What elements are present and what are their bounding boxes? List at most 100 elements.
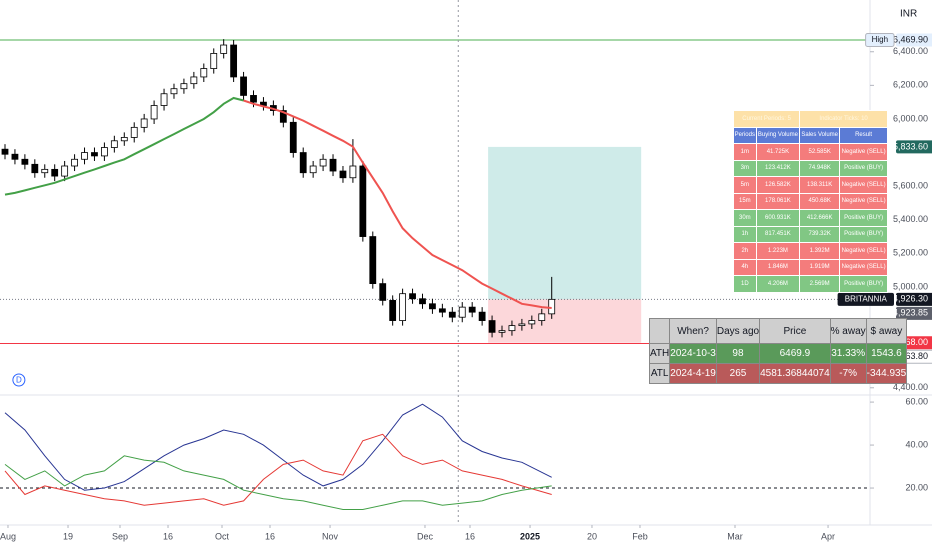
x-tick-label: 19 (63, 531, 73, 541)
table-row: Current Periods: 5 Indicator Ticks: 10 (732, 110, 888, 128)
candle-body (71, 158, 78, 167)
candle-body (429, 303, 436, 310)
x-tick-label: Sep (112, 531, 128, 541)
table-cell: 2h (733, 242, 757, 260)
extremes-table: When? Days ago Price% away $ away ATH 2024-10… (648, 318, 908, 384)
candle-body (419, 298, 426, 305)
table-cell: 178.061K (755, 192, 801, 210)
table-row: 1m 41.725K 52.585K Negative (SELL) (733, 143, 888, 161)
indicator-line (4, 403, 552, 491)
y-tick-label: 5,600.00 (893, 181, 928, 191)
table-cell: Current Periods: 5 (732, 110, 801, 128)
candle-body (140, 118, 148, 128)
table-cell: 265 (715, 363, 761, 384)
candle-body (41, 168, 49, 174)
table-cell: % away (829, 318, 867, 344)
table-cell: 817.451K (755, 225, 801, 243)
price-tag: BRITANNIA (845, 294, 888, 303)
candle-body (31, 163, 39, 174)
table-cell: Negative (SELL) (839, 176, 888, 194)
price-label: 4,668.00 (893, 337, 928, 347)
table-cell: $ away (865, 318, 908, 344)
table-row: 1h 817.451K 739.32K Positive (BUY) (733, 225, 888, 243)
table-row: 2h 1.223M 1.392M Negative (SELL) (733, 242, 888, 260)
price-label-box (896, 306, 932, 320)
table-cell: Result (839, 126, 888, 144)
candle-body (289, 121, 297, 153)
candle-body (478, 311, 486, 321)
table-cell: Indicator Ticks: 10 (799, 110, 888, 128)
y-tick-label: 5,400.00 (893, 214, 928, 224)
candle-body (180, 83, 188, 90)
candle-body (101, 147, 108, 157)
table-row: When? Days ago Price% away $ away (648, 318, 908, 344)
y-tick-label: 6,400.00 (893, 46, 928, 56)
candle-body (448, 311, 456, 318)
table-cell: 74.948K (799, 159, 841, 177)
table-cell (648, 318, 671, 344)
table-cell: 31.33% (829, 343, 867, 364)
price-label: 4,926.30 (893, 294, 928, 304)
candle-body (240, 76, 247, 96)
y-tick-label: 6,000.00 (893, 113, 928, 123)
candle-body (409, 293, 416, 300)
table-row: 5m 126.582K 138.311K Negative (SELL) (733, 176, 888, 194)
table-cell: 1h (733, 225, 757, 243)
candle-body (339, 170, 347, 179)
candle-body (498, 330, 506, 333)
table-cell: Negative (SELL) (839, 242, 888, 260)
table-cell: Positive (BUY) (839, 225, 888, 243)
candle-body (170, 88, 178, 95)
price-label: 4,663.80 (893, 351, 928, 361)
candle-body (458, 306, 466, 318)
table-cell: 41.725K (755, 143, 801, 161)
volume-table: Current Periods: 5 Indicator Ticks: 10 Per… (732, 110, 888, 293)
table-cell: 98 (715, 343, 761, 364)
table-cell: ATH (648, 343, 671, 364)
x-tick-label: 16 (265, 531, 275, 541)
price-label-box (896, 292, 932, 306)
candle-body (1, 148, 9, 155)
candle-body (399, 293, 407, 321)
candle-body (130, 126, 138, 138)
table-cell: 1m (733, 143, 757, 161)
candle-body (389, 300, 397, 321)
x-tick-label: Aug (0, 531, 16, 541)
x-tick-label: 16 (163, 531, 173, 541)
price-tag-box (865, 33, 895, 48)
candle-body (548, 298, 556, 315)
price-label: 4,923.85 (893, 308, 928, 318)
table-row: ATL 2024-4-19 265 4581.36844074 -7% -344.935 (648, 363, 908, 384)
table-cell: 4h (733, 258, 757, 276)
candle-body (309, 165, 317, 174)
table-cell: Positive (BUY) (839, 159, 888, 177)
table-cell: 1.223M (755, 242, 801, 260)
indicator-line (4, 433, 552, 506)
table-cell: Buying Volume (755, 126, 801, 144)
candle-body (299, 152, 307, 174)
table-row: 4h 1.846M 1.919M Negative (SELL) (733, 258, 888, 276)
table-cell: 2024-10-3 (669, 343, 717, 364)
table-row: 30m 600.931K 412.666K Positive (BUY) (733, 209, 888, 227)
table-cell: 3m (733, 159, 757, 177)
table-cell: 1D (733, 275, 757, 293)
price-tag: High (872, 35, 888, 44)
table-cell: Periods (733, 126, 757, 144)
table-cell: 30m (733, 209, 757, 227)
candle-body (468, 306, 476, 313)
table-cell: Days ago (715, 318, 761, 344)
table-cell: 739.32K (799, 225, 841, 243)
table-cell: -7% (829, 363, 867, 384)
table-cell: 600.931K (755, 209, 801, 227)
candle-body (379, 283, 387, 301)
candle-body (538, 313, 546, 321)
candle-body (150, 105, 158, 120)
x-tick-label: Mar (727, 531, 743, 541)
table-cell: 4581.36844074 (759, 363, 831, 384)
table-cell: 4.206M (755, 275, 801, 293)
candle-body (120, 137, 128, 142)
table-row: 15m 178.061K 450.68K Negative (SELL) (733, 192, 888, 210)
moving-average (4, 96, 244, 196)
candle-body (11, 153, 19, 160)
price-label: 5,833.60 (893, 141, 928, 151)
